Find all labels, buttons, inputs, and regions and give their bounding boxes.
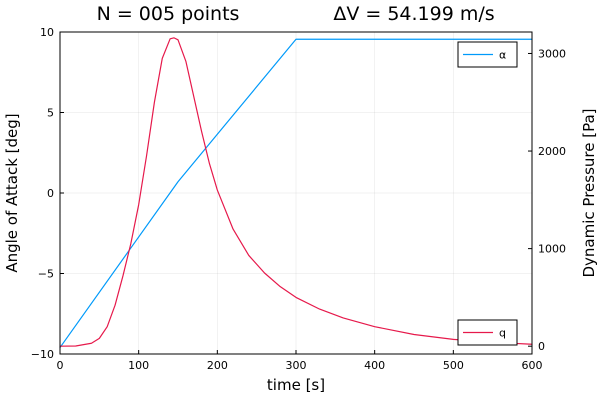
y-left-tick-label-4: 10 bbox=[40, 26, 54, 39]
y-axis-left: −10 −5 0 5 10 bbox=[31, 26, 64, 361]
series-layer bbox=[59, 37, 533, 349]
y-right-tick-label-2: 2000 bbox=[538, 145, 566, 158]
chart-title-left: N = 005 points bbox=[97, 3, 240, 25]
y-left-tick-label-3: 5 bbox=[47, 107, 54, 120]
legend-q-label: q bbox=[499, 327, 506, 340]
x-tick-label-6: 600 bbox=[522, 359, 543, 372]
x-tick-label-4: 400 bbox=[364, 359, 385, 372]
y-left-tick-label-2: 0 bbox=[47, 187, 54, 200]
chart-title-right: ΔV = 54.199 m/s bbox=[333, 3, 494, 25]
y-axis-left-label: Angle of Attack [deg] bbox=[3, 113, 21, 272]
y-left-tick-label-0: −10 bbox=[31, 348, 54, 361]
y-left-tick-label-1: −5 bbox=[38, 268, 54, 281]
y-right-tick-label-0: 0 bbox=[538, 340, 545, 353]
x-axis-label: time [s] bbox=[267, 376, 325, 394]
x-tick-label-1: 100 bbox=[128, 359, 149, 372]
y-axis-right: 0 1000 2000 3000 bbox=[528, 47, 566, 353]
series-line-alpha bbox=[59, 38, 533, 349]
x-axis: 0 100 200 300 400 500 600 bbox=[57, 350, 543, 372]
y-right-tick-label-3: 3000 bbox=[538, 47, 566, 60]
legend-alpha: α bbox=[457, 41, 518, 68]
y-axis-right-label: Dynamic Pressure [Pa] bbox=[580, 108, 598, 277]
y-right-tick-label-1: 1000 bbox=[538, 243, 566, 256]
x-tick-label-5: 500 bbox=[443, 359, 464, 372]
x-tick-label-3: 300 bbox=[286, 359, 307, 372]
legend-alpha-label: α bbox=[499, 49, 506, 62]
legend-q: q bbox=[457, 319, 518, 346]
x-tick-label-2: 200 bbox=[207, 359, 228, 372]
x-tick-label-0: 0 bbox=[57, 359, 64, 372]
series-line-q bbox=[59, 37, 533, 347]
